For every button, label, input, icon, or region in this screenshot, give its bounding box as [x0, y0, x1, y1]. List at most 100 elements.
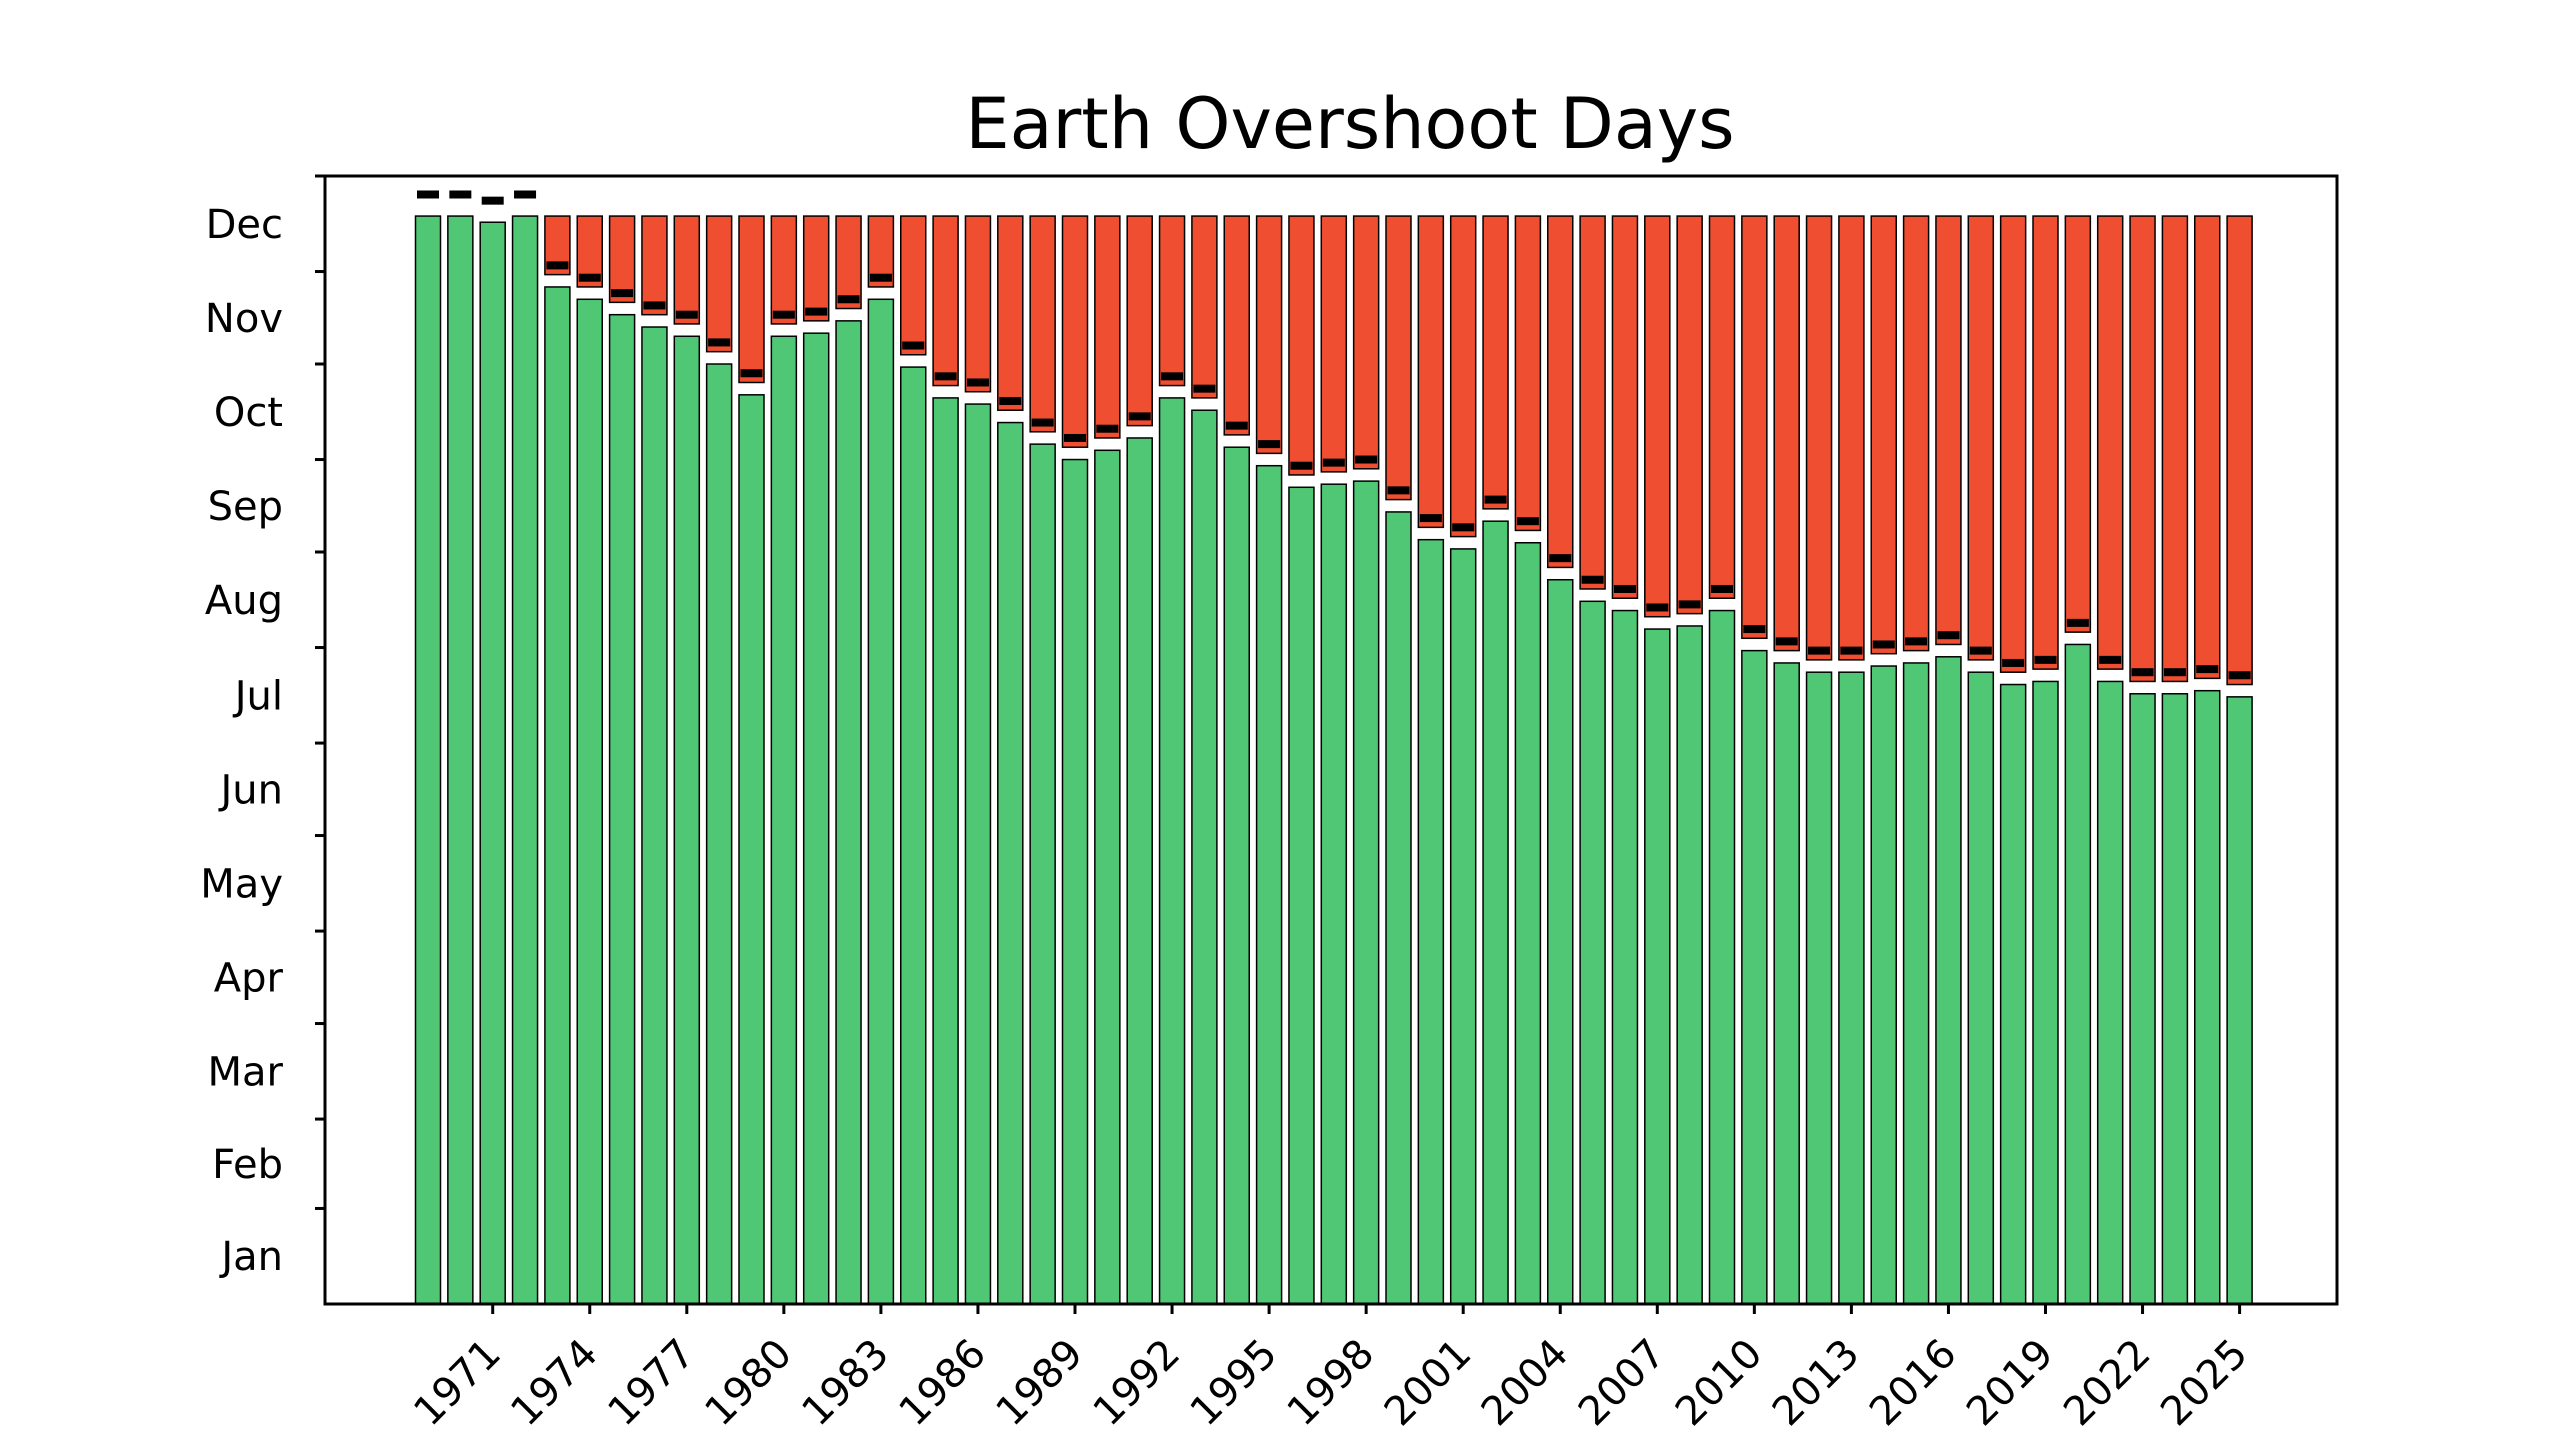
overshoot-marker-1990: [1096, 424, 1119, 433]
overshoot-marker-1988: [1031, 418, 1054, 427]
deficit-bar-1982: [835, 215, 862, 310]
overshoot-bar-1995: [1255, 464, 1283, 1305]
deficit-bar-2009: [1708, 215, 1736, 599]
overshoot-bar-2015: [1902, 662, 1930, 1305]
deficit-bar-2024: [2194, 215, 2221, 680]
overshoot-bar-1971: [479, 221, 506, 1305]
deficit-bar-1981: [802, 215, 830, 322]
deficit-bar-1987: [997, 215, 1024, 411]
overshoot-marker-2008: [1678, 600, 1701, 609]
deficit-bar-1998: [1352, 215, 1380, 470]
deficit-bar-1990: [1094, 215, 1121, 439]
y-tick-label-dec: Dec: [206, 202, 283, 248]
overshoot-bar-1993: [1191, 409, 1218, 1305]
overshoot-marker-2007: [1646, 603, 1669, 612]
overshoot-marker-2009: [1711, 584, 1733, 593]
overshoot-bar-2009: [1708, 609, 1736, 1305]
x-axis: 1971197419771980198319861989199219951998…: [405, 1304, 2257, 1436]
overshoot-marker-1989: [1064, 433, 1086, 442]
x-tick-label-1971: 1971: [405, 1331, 510, 1436]
deficit-bar-2010: [1741, 215, 1768, 640]
overshoot-bar-2007: [1644, 628, 1671, 1305]
overshoot-bar-2022: [2129, 693, 2156, 1305]
y-tick-label-feb: Feb: [212, 1142, 283, 1188]
deficit-bar-1994: [1223, 215, 1250, 436]
overshoot-bar-1970: [447, 215, 474, 1305]
overshoot-marker-2002: [1484, 495, 1507, 504]
overshoot-marker-2023: [2163, 668, 2186, 677]
deficit-bar-1999: [1385, 215, 1412, 501]
overshoot-bar-1984: [900, 366, 927, 1305]
overshoot-marker-2005: [1581, 575, 1604, 584]
overshoot-bar-1976: [641, 326, 668, 1305]
x-tick-label-1989: 1989: [988, 1331, 1093, 1436]
overshoot-bar-1985: [932, 397, 959, 1305]
deficit-bar-1976: [641, 215, 668, 316]
deficit-bar-2013: [1838, 215, 1865, 661]
overshoot-marker-2020: [2066, 618, 2089, 627]
overshoot-marker-2003: [1516, 517, 1539, 526]
deficit-bar-2001: [1449, 215, 1477, 538]
deficit-bar-1980: [770, 215, 798, 325]
overshoot-bar-1981: [802, 332, 830, 1305]
overshoot-bar-1982: [835, 320, 862, 1305]
x-tick-label-2013: 2013: [1764, 1331, 1869, 1436]
y-tick-label-jun: Jun: [218, 767, 284, 813]
overshoot-marker-1971: [481, 196, 504, 205]
overshoot-bar-2012: [1805, 671, 1833, 1305]
overshoot-marker-1994: [1225, 421, 1248, 430]
overshoot-marker-1991: [1128, 412, 1151, 421]
overshoot-bar-2002: [1482, 520, 1509, 1305]
overshoot-marker-1972: [514, 190, 537, 199]
overshoot-bar-1987: [997, 421, 1024, 1305]
plot-frame: [323, 174, 2339, 1306]
overshoot-marker-2000: [1419, 514, 1442, 523]
overshoot-marker-2021: [2099, 655, 2122, 664]
overshoot-marker-1978: [708, 338, 731, 347]
x-tick-label-2022: 2022: [2055, 1331, 2160, 1436]
overshoot-bar-1989: [1061, 458, 1089, 1305]
overshoot-marker-2024: [2196, 665, 2219, 674]
overshoot-marker-1997: [1322, 458, 1345, 467]
deficit-bar-2019: [2032, 215, 2059, 670]
overshoot-bar-2019: [2032, 680, 2059, 1305]
overshoot-bar-2023: [2161, 693, 2189, 1305]
overshoot-marker-1981: [805, 307, 828, 316]
overshoot-marker-2004: [1549, 554, 1572, 563]
deficit-bar-1979: [738, 215, 765, 384]
deficit-bar-2020: [2064, 215, 2092, 633]
deficit-bar-1977: [673, 215, 701, 325]
overshoot-bar-2014: [1870, 665, 1897, 1305]
deficit-bar-2002: [1482, 215, 1509, 510]
deficit-bar-1991: [1126, 215, 1153, 427]
overshoot-bar-2020: [2064, 643, 2092, 1305]
overshoot-bar-1999: [1385, 511, 1412, 1305]
deficit-bar-1985: [932, 215, 959, 387]
overshoot-bar-1988: [1029, 443, 1056, 1305]
y-tick-label-apr: Apr: [214, 955, 284, 1001]
x-tick-label-1998: 1998: [1279, 1331, 1384, 1436]
deficit-bar-2008: [1676, 215, 1703, 615]
overshoot-marker-1975: [611, 289, 634, 298]
overshoot-bar-2024: [2194, 689, 2221, 1305]
overshoot-marker-2001: [1452, 523, 1475, 532]
overshoot-marker-1969: [417, 190, 439, 199]
deficit-bar-2004: [1547, 215, 1574, 569]
overshoot-marker-2012: [1808, 646, 1831, 655]
y-tick-label-jan: Jan: [218, 1234, 283, 1280]
deficit-bar-2025: [2226, 215, 2253, 686]
overshoot-bar-1975: [608, 313, 636, 1305]
overshoot-bar-1983: [867, 298, 895, 1305]
overshoot-bar-2018: [1999, 683, 2027, 1305]
x-tick-label-2025: 2025: [2152, 1331, 2257, 1436]
x-tick-label-1980: 1980: [696, 1331, 801, 1436]
overshoot-marker-1974: [578, 273, 601, 282]
overshoot-bar-1977: [673, 335, 701, 1305]
overshoot-bar-2017: [1967, 671, 1995, 1305]
deficit-bar-1997: [1320, 215, 1348, 473]
x-tick-label-1977: 1977: [599, 1331, 704, 1436]
overshoot-marker-2011: [1775, 637, 1798, 646]
overshoot-bar-2008: [1676, 625, 1703, 1305]
